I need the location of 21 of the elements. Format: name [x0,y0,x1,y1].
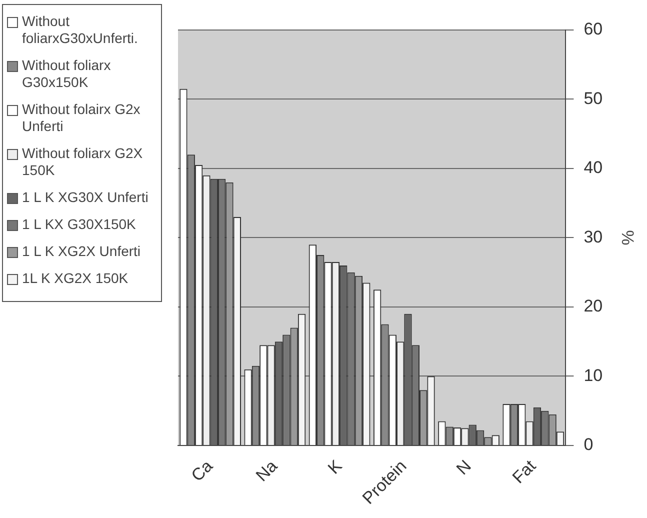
legend-label: Without foliarx G2X 150K [22,145,144,179]
legend-label: 1 L KX G30X150K [22,216,136,233]
legend-label: 1 L K XG30X Unferti [22,189,148,206]
y-tick-label: 50 [584,88,603,108]
x-tick-label: Na [252,456,282,486]
y-tick-label: 0 [584,435,594,454]
y-axis-title: % [618,230,638,246]
legend-label: Without foliarx G30x150K [22,57,112,91]
x-tick-label: N [452,456,475,479]
y-tick-label: 40 [584,158,603,178]
legend-label: 1 L K XG2X Unferti [22,243,141,260]
y-tick-label: 30 [584,227,603,246]
x-tick-label: Fat [508,456,540,488]
x-tick-label: K [324,456,346,478]
y-tick-label: 20 [584,296,603,316]
legend-label: Without foliarxG30xUnferti. [22,13,139,47]
legend-label: Without folairx G2x Unferti [22,101,142,135]
y-tick-label: 10 [584,366,603,385]
x-tick-label: Ca [188,456,217,486]
legend-label: 1L K XG2X 150K [22,270,128,287]
y-tick-label: 60 [584,20,603,39]
